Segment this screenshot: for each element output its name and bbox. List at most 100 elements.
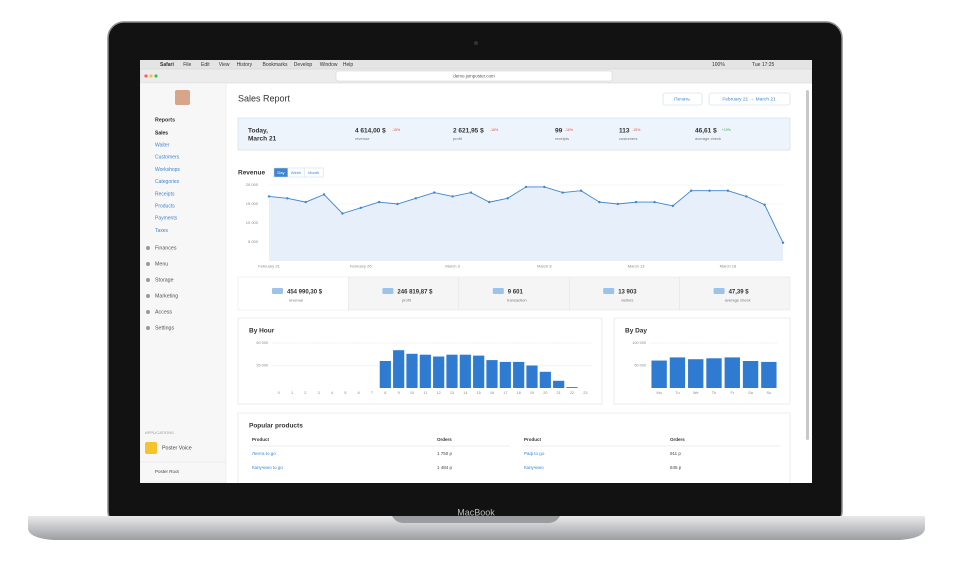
logo[interactable] <box>175 90 190 105</box>
y-tick-label: 10 000 <box>246 220 259 225</box>
x-tick-label: Sa <box>748 391 754 395</box>
bar <box>486 360 498 388</box>
revenue-point <box>304 200 307 204</box>
date-picker[interactable] <box>708 92 791 106</box>
scrollbar[interactable] <box>806 90 809 440</box>
x-tick-label: March 18 <box>720 264 737 269</box>
nav-item[interactable]: Customers <box>155 155 180 161</box>
screen: Safari File Edit View History Bookmarks Develo… <box>140 60 812 483</box>
zoom-button[interactable] <box>154 74 158 78</box>
revenue-point <box>414 197 418 200</box>
menu-item[interactable]: Develop <box>294 62 313 68</box>
revenue-point <box>690 189 693 192</box>
tab[interactable] <box>303 167 324 178</box>
app-icon[interactable] <box>145 442 157 454</box>
nav-item[interactable]: Finances <box>155 245 177 251</box>
menu-item[interactable]: Safari <box>160 62 175 68</box>
nav-item[interactable]: Taxes <box>155 228 169 234</box>
total-value: 454 990,30 $ <box>287 290 323 296</box>
x-tick-label: 19 <box>530 391 534 395</box>
revenue-point <box>524 185 528 189</box>
bar <box>742 361 759 388</box>
y-tick-label: 15 000 <box>246 201 259 206</box>
menu-item[interactable]: Edit <box>201 62 210 68</box>
nav-item[interactable]: Workshops <box>155 167 180 173</box>
bar <box>706 358 722 388</box>
chart-title: Revenue <box>238 170 265 177</box>
table-cell[interactable]: Раф to go <box>524 451 545 456</box>
menu-item[interactable]: Help <box>343 62 354 68</box>
table-cell: 845 р <box>670 465 682 470</box>
menu-item[interactable]: View <box>219 62 230 68</box>
x-tick-label: Mo <box>657 391 662 395</box>
total-box[interactable] <box>679 276 791 311</box>
revenue-point <box>671 204 675 208</box>
menu-item[interactable]: Window <box>320 62 338 68</box>
minimize-button[interactable] <box>149 74 153 78</box>
x-tick-label: 10 <box>410 391 414 395</box>
revenue-point <box>598 200 601 204</box>
print-button[interactable] <box>662 92 703 106</box>
table-cell[interactable]: Капучино <box>524 465 544 470</box>
total-box[interactable] <box>237 276 349 311</box>
today-panel <box>237 117 791 151</box>
nav-item[interactable]: Access <box>155 309 172 315</box>
y-tick-label: 100 000 <box>632 341 646 345</box>
stat-value: 99 <box>555 128 563 135</box>
x-tick-label: 3 <box>318 391 320 395</box>
nav-item[interactable]: Products <box>155 204 175 210</box>
user-name[interactable]: Poster Root <box>155 469 180 474</box>
nav-item[interactable]: Settings <box>155 325 174 331</box>
bar <box>379 361 391 388</box>
bar <box>553 380 565 388</box>
panel-title: By Day <box>625 328 647 335</box>
x-tick-label: 5 <box>344 391 346 395</box>
table-header: Orders <box>437 437 452 442</box>
panel-title: Popular products <box>249 423 303 430</box>
stat-value: 4 614,00 $ <box>355 128 386 135</box>
menu-item[interactable]: File <box>183 62 191 68</box>
tab-label[interactable]: Month <box>308 170 319 175</box>
close-button[interactable] <box>144 74 148 78</box>
revenue-point <box>579 189 583 192</box>
bar <box>724 357 740 388</box>
nav-item[interactable]: Storage <box>155 277 174 283</box>
print-label[interactable]: Печать <box>674 97 690 103</box>
revenue-point <box>267 195 271 198</box>
nav-item[interactable]: Categories <box>155 179 180 185</box>
nav-item[interactable]: Marketing <box>155 293 178 299</box>
revenue-point <box>561 191 564 194</box>
nav-item[interactable]: Waiter <box>155 143 170 149</box>
nav-item[interactable]: Sales <box>155 130 168 136</box>
revenue-point <box>341 212 344 215</box>
menu-item[interactable]: History <box>237 62 253 68</box>
nav-item[interactable]: Menu <box>155 261 168 267</box>
total-label: average check <box>725 298 751 303</box>
total-box[interactable] <box>348 276 460 311</box>
url: demo.joinposter.com <box>453 73 495 78</box>
total-box[interactable] <box>458 276 570 311</box>
menu-item[interactable]: Bookmarks <box>263 62 289 68</box>
total-label: transaction <box>507 298 527 303</box>
address-bar[interactable] <box>335 70 613 82</box>
x-tick-label: February 21 <box>258 264 280 269</box>
app-name[interactable]: Poster Voice <box>162 445 192 451</box>
revenue-point <box>359 206 362 209</box>
x-tick-label: We <box>693 391 699 395</box>
table-header: Product <box>252 437 270 442</box>
battery: 100% <box>712 62 725 68</box>
tab-label[interactable]: Week <box>291 170 301 175</box>
y-tick-label: 50 000 <box>256 341 268 345</box>
table-cell[interactable]: Капучино to go <box>252 465 283 470</box>
total-icon <box>492 288 504 294</box>
table-cell[interactable]: Лента to go <box>252 451 276 456</box>
tab-label[interactable]: Day <box>277 170 284 175</box>
bar <box>499 361 511 388</box>
x-tick-label: Fr <box>730 391 734 395</box>
nav-item[interactable]: Receipts <box>155 191 175 197</box>
date-range[interactable]: February 21 → March 21 <box>722 97 776 103</box>
nav-item[interactable]: Payments <box>155 216 178 222</box>
total-box[interactable] <box>568 276 680 311</box>
x-tick-label: 0 <box>278 391 280 395</box>
